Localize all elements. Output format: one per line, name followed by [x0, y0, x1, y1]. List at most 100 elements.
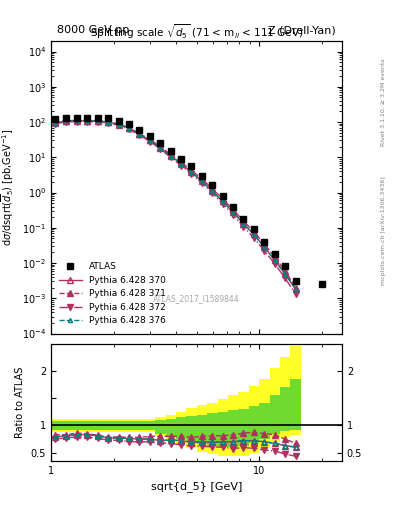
ATLAS: [158, 140, 163, 146]
Pythia 6.428 370: [272, 257, 277, 263]
Pythia 6.428 376: [272, 257, 277, 263]
Pythia 6.428 372: [262, 248, 267, 254]
Pythia 6.428 376: [116, 121, 121, 127]
Pythia 6.428 370: [64, 118, 68, 124]
Pythia 6.428 376: [252, 231, 256, 238]
Pythia 6.428 376: [64, 118, 68, 124]
Pythia 6.428 370: [116, 121, 121, 127]
ATLAS: [52, 116, 57, 122]
Pythia 6.428 376: [168, 153, 173, 159]
Pythia 6.428 372: [168, 154, 173, 160]
Pythia 6.428 370: [127, 125, 131, 131]
Line: Pythia 6.428 370: Pythia 6.428 370: [52, 118, 299, 292]
X-axis label: sqrt{d_5} [GeV]: sqrt{d_5} [GeV]: [151, 481, 242, 492]
Pythia 6.428 376: [283, 270, 287, 276]
ATLAS: [294, 279, 298, 285]
Pythia 6.428 371: [127, 124, 131, 131]
Line: Pythia 6.428 372: Pythia 6.428 372: [52, 119, 299, 297]
Pythia 6.428 376: [231, 209, 235, 215]
ATLAS: [95, 115, 100, 121]
Pythia 6.428 372: [158, 146, 163, 152]
ATLAS: [189, 163, 194, 169]
ATLAS: [75, 115, 79, 121]
Pythia 6.428 371: [262, 241, 267, 247]
Pythia 6.428 376: [127, 125, 131, 131]
ATLAS: [168, 148, 173, 154]
ATLAS: [85, 115, 90, 121]
Pythia 6.428 376: [179, 161, 184, 167]
Y-axis label: Ratio to ATLAS: Ratio to ATLAS: [15, 367, 25, 438]
Line: Pythia 6.428 376: Pythia 6.428 376: [53, 119, 298, 291]
ATLAS: [137, 127, 142, 133]
Pythia 6.428 376: [189, 169, 194, 175]
Pythia 6.428 371: [137, 131, 142, 137]
ATLAS: [116, 118, 121, 124]
Line: Pythia 6.428 371: Pythia 6.428 371: [52, 118, 299, 290]
Pythia 6.428 372: [179, 163, 184, 169]
Pythia 6.428 372: [148, 138, 153, 144]
Pythia 6.428 370: [283, 270, 287, 276]
Pythia 6.428 372: [189, 170, 194, 177]
Legend: ATLAS, Pythia 6.428 370, Pythia 6.428 371, Pythia 6.428 372, Pythia 6.428 376: ATLAS, Pythia 6.428 370, Pythia 6.428 37…: [55, 259, 169, 329]
Pythia 6.428 370: [106, 119, 110, 125]
Pythia 6.428 371: [231, 206, 235, 212]
Pythia 6.428 371: [168, 152, 173, 158]
Pythia 6.428 371: [252, 228, 256, 234]
Pythia 6.428 370: [189, 169, 194, 175]
Pythia 6.428 370: [179, 161, 184, 167]
Pythia 6.428 370: [252, 231, 256, 238]
Pythia 6.428 371: [200, 176, 204, 182]
Pythia 6.428 376: [85, 118, 90, 124]
Text: 8000 GeV pp: 8000 GeV pp: [57, 25, 129, 35]
Pythia 6.428 372: [283, 275, 287, 281]
Pythia 6.428 370: [262, 244, 267, 250]
ATLAS: [148, 133, 153, 139]
Pythia 6.428 376: [220, 198, 225, 204]
Pythia 6.428 370: [231, 209, 235, 215]
Pythia 6.428 372: [210, 190, 215, 196]
Pythia 6.428 372: [220, 201, 225, 207]
ATLAS: [320, 281, 324, 287]
Pythia 6.428 376: [294, 286, 298, 292]
Title: Splitting scale $\sqrt{d_5}$ (71 < m$_{ll}$ < 111 GeV): Splitting scale $\sqrt{d_5}$ (71 < m$_{l…: [90, 22, 303, 41]
Pythia 6.428 376: [158, 145, 163, 152]
Pythia 6.428 372: [85, 119, 90, 125]
Pythia 6.428 370: [137, 131, 142, 137]
ATLAS: [106, 115, 110, 121]
Text: Z (Drell-Yan): Z (Drell-Yan): [268, 25, 336, 35]
Text: mcplots.cern.ch [arXiv:1306.3436]: mcplots.cern.ch [arXiv:1306.3436]: [381, 176, 386, 285]
Pythia 6.428 372: [127, 126, 131, 132]
Pythia 6.428 370: [220, 198, 225, 204]
Pythia 6.428 370: [148, 137, 153, 143]
Pythia 6.428 372: [116, 122, 121, 129]
Pythia 6.428 372: [252, 234, 256, 241]
ATLAS: [210, 182, 215, 188]
Text: ATLAS_2017_I1589844: ATLAS_2017_I1589844: [153, 294, 240, 303]
Pythia 6.428 372: [75, 119, 79, 125]
Pythia 6.428 376: [200, 178, 204, 184]
Pythia 6.428 370: [95, 118, 100, 124]
Pythia 6.428 371: [179, 159, 184, 165]
ATLAS: [272, 251, 277, 257]
Pythia 6.428 376: [95, 118, 100, 124]
ATLAS: [179, 156, 184, 162]
Pythia 6.428 371: [148, 136, 153, 142]
Pythia 6.428 376: [210, 188, 215, 194]
ATLAS: [231, 203, 235, 209]
Pythia 6.428 371: [272, 254, 277, 260]
Pythia 6.428 370: [294, 286, 298, 292]
Pythia 6.428 372: [294, 291, 298, 297]
Pythia 6.428 371: [75, 117, 79, 123]
Pythia 6.428 371: [294, 285, 298, 291]
Pythia 6.428 372: [95, 119, 100, 125]
Pythia 6.428 371: [95, 118, 100, 124]
Pythia 6.428 372: [272, 261, 277, 267]
Pythia 6.428 372: [137, 132, 142, 138]
Pythia 6.428 372: [241, 224, 246, 230]
Pythia 6.428 371: [52, 119, 57, 125]
Pythia 6.428 372: [231, 212, 235, 218]
ATLAS: [262, 239, 267, 245]
Pythia 6.428 370: [75, 118, 79, 124]
Pythia 6.428 376: [137, 131, 142, 137]
Pythia 6.428 372: [106, 120, 110, 126]
